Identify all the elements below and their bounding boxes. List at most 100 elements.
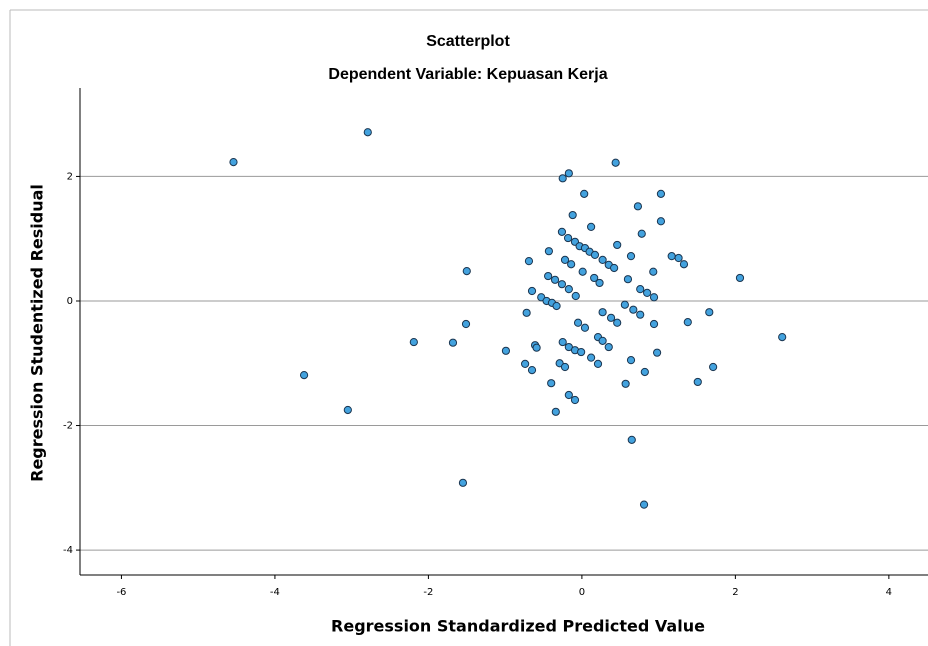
point xyxy=(545,248,552,255)
chart-subtitle: Dependent Variable: Kepuasan Kerja xyxy=(328,66,607,83)
point xyxy=(578,348,585,355)
point xyxy=(654,349,661,356)
chart-title: Scatterplot xyxy=(426,33,510,50)
point xyxy=(565,391,572,398)
x-tick-label: 0 xyxy=(579,587,585,598)
point xyxy=(612,159,619,166)
y-tick-label: -2 xyxy=(63,421,73,432)
point xyxy=(599,256,606,263)
point xyxy=(559,175,566,182)
point xyxy=(571,396,578,403)
point xyxy=(627,253,634,260)
point xyxy=(462,320,469,327)
point xyxy=(579,268,586,275)
y-tick-label: -4 xyxy=(63,545,73,556)
point xyxy=(463,267,470,274)
point xyxy=(459,479,466,486)
x-tick-label: 4 xyxy=(886,587,892,598)
point xyxy=(551,276,558,283)
x-axis-label: Regression Standardized Predicted Value xyxy=(331,617,705,636)
point xyxy=(650,294,657,301)
point xyxy=(528,367,535,374)
point xyxy=(637,286,644,293)
point xyxy=(694,378,701,385)
point xyxy=(502,347,509,354)
point xyxy=(624,276,631,283)
point xyxy=(569,211,576,218)
point xyxy=(627,357,634,364)
y-tick-label: 2 xyxy=(67,171,73,182)
point xyxy=(230,159,237,166)
point xyxy=(552,408,559,415)
point xyxy=(621,301,628,308)
point xyxy=(548,380,555,387)
point xyxy=(657,190,664,197)
point xyxy=(568,261,575,268)
point xyxy=(614,241,621,248)
point xyxy=(565,286,572,293)
axes: -4 -2 0 2 -6 -4 -2 0 2 4 xyxy=(63,88,928,598)
point xyxy=(637,311,644,318)
point xyxy=(410,338,417,345)
point xyxy=(581,324,588,331)
point xyxy=(574,319,581,326)
point xyxy=(545,272,552,279)
point xyxy=(522,360,529,367)
point xyxy=(553,302,560,309)
point xyxy=(675,254,682,261)
point xyxy=(559,338,566,345)
page: {"chart_data": { "type": "scatter", "tit… xyxy=(0,0,928,646)
point xyxy=(300,371,307,378)
point xyxy=(599,309,606,316)
chart: Scatterplot Dependent Variable: Kepuasan… xyxy=(0,0,928,646)
point xyxy=(588,354,595,361)
point xyxy=(364,129,371,136)
point xyxy=(344,406,351,413)
point xyxy=(605,343,612,350)
point xyxy=(640,501,647,508)
x-tick-label: 2 xyxy=(732,587,738,598)
point xyxy=(650,320,657,327)
point xyxy=(564,234,571,241)
point xyxy=(644,289,651,296)
point xyxy=(596,279,603,286)
point xyxy=(779,334,786,341)
point xyxy=(628,436,635,443)
point xyxy=(641,368,648,375)
x-tick-label: -4 xyxy=(270,587,280,598)
point xyxy=(525,258,532,265)
point xyxy=(594,360,601,367)
point xyxy=(736,274,743,281)
point xyxy=(614,319,621,326)
point xyxy=(657,218,664,225)
points xyxy=(230,129,786,509)
point xyxy=(449,339,456,346)
point xyxy=(599,337,606,344)
x-tick-label: -6 xyxy=(116,587,126,598)
point xyxy=(581,190,588,197)
y-tick-label: 0 xyxy=(67,296,73,307)
point xyxy=(591,251,598,258)
point xyxy=(638,230,645,237)
point xyxy=(607,314,614,321)
point xyxy=(572,292,579,299)
point xyxy=(622,380,629,387)
point xyxy=(634,203,641,210)
x-tick-label: -2 xyxy=(423,587,433,598)
point xyxy=(706,309,713,316)
point xyxy=(523,309,530,316)
point xyxy=(533,344,540,351)
point xyxy=(684,319,691,326)
point xyxy=(680,261,687,268)
point xyxy=(565,170,572,177)
y-axis-label: Regression Studentized Residual xyxy=(28,184,47,482)
point xyxy=(650,268,657,275)
point xyxy=(630,306,637,313)
point xyxy=(668,253,675,260)
point xyxy=(588,223,595,230)
point xyxy=(611,264,618,271)
point xyxy=(558,281,565,288)
point xyxy=(561,363,568,370)
point xyxy=(710,363,717,370)
point xyxy=(528,287,535,294)
